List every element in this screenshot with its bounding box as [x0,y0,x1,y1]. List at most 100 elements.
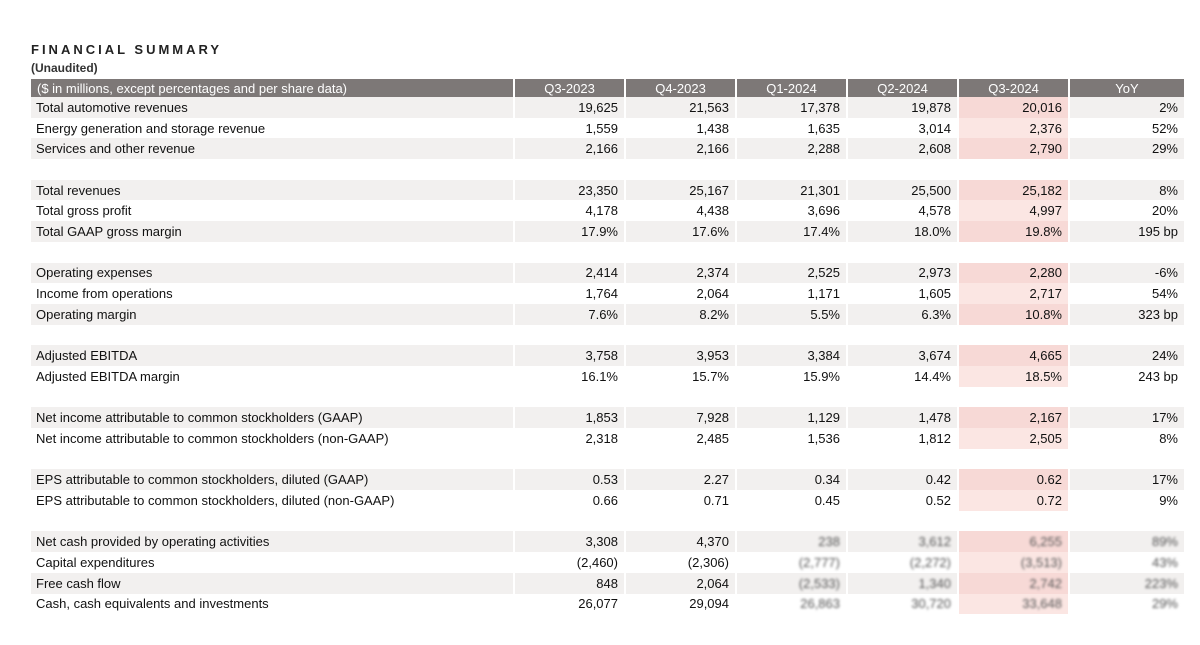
yoy-cell: 54% [1151,286,1178,302]
value-cell: 2,742 [958,572,1070,594]
blurred-value: 1,340 [918,575,951,591]
value-cell: 20,016 [958,97,1070,118]
header-q2-2024: Q2-2024 [847,79,959,97]
value-cell: 10.8% [958,303,1070,325]
spacer-row [31,159,1184,180]
blurred-value: 43% [1151,554,1178,570]
value-cell: 1,478 [847,407,959,428]
blurred-value: 3,612 [918,534,951,550]
value-cell: 4,997 [958,200,1070,222]
value-cell: 2,166 [514,138,626,160]
table-row: Net income attributable to common stockh… [31,407,1184,428]
financial-summary-table: ($ in millions, except percentages and p… [31,79,1184,615]
header-label: ($ in millions, except percentages and p… [31,79,515,97]
table-row: Total GAAP gross margin 17.9% 17.6% 17.4% 18… [31,221,1184,242]
yoy-cell: 8% [1159,430,1178,446]
value-cell: 3,612 [847,531,959,553]
row-label: EPS attributable to common stockholders,… [31,490,515,511]
blurred-value: (3,513) [1020,554,1062,570]
table-header-row: ($ in millions, except percentages and p… [31,79,1184,97]
value-cell: 2,166 [625,138,737,160]
value-cell: 4,370 [625,531,737,553]
value-cell: 1,536 [736,428,848,449]
header-q3-2023: Q3-2023 [514,79,626,97]
yoy-cell: 9% [1159,492,1178,508]
value-cell: 15.9% [736,365,848,387]
value-cell: 2.27 [625,469,737,491]
value-cell: 1,438 [625,117,737,139]
yoy-cell: 8% [1069,179,1184,201]
value-cell: 2,485 [625,428,737,449]
value-cell: 21,563 [625,97,737,118]
value-cell: 0.66 [514,490,626,511]
yoy-cell: 2% [1069,97,1184,118]
table-row: EPS attributable to common stockholders,… [31,490,1184,511]
value-cell: 17.9% [514,221,626,242]
value-cell: (2,777) [736,552,848,573]
value-cell: 0.71 [625,490,737,511]
yoy-cell: 52% [1151,120,1178,136]
value-cell: 2,790 [958,138,1070,160]
header-yoy: YoY [1069,79,1184,97]
value-cell: 7,928 [625,407,737,428]
blurred-value: 223% [1144,575,1178,591]
value-cell: 2,376 [958,117,1070,139]
value-cell: (3,513) [958,552,1070,573]
value-cell: 15.7% [625,365,737,387]
value-cell: 30,720 [847,593,959,615]
value-cell: 8.2% [625,303,737,325]
blurred-value: 2,742 [1029,575,1062,591]
value-cell: 4,578 [847,200,959,222]
value-cell: 0.34 [736,469,848,491]
value-cell: 4,665 [958,345,1070,366]
table-row: Services and other revenue 2,166 2,166 2,28… [31,138,1184,160]
value-cell: 18.5% [958,365,1070,387]
table-row: Operating expenses 2,414 2,374 2,525 2,973 2,… [31,262,1184,284]
row-label: Services and other revenue [31,138,515,160]
yoy-cell: 89% [1069,531,1184,553]
yoy-cell: 29% [1069,138,1184,160]
row-label: Total gross profit [31,200,515,222]
value-cell: 2,525 [736,262,848,284]
table-row: Total gross profit 4,178 4,438 3,696 4,578 4,… [31,200,1184,222]
value-cell: 848 [514,572,626,594]
value-cell: 3,384 [736,345,848,366]
table-row: Total revenues 23,350 25,167 21,301 25,500 25… [31,179,1184,201]
row-label: Net income attributable to common stockh… [31,428,515,449]
value-cell: 26,863 [736,593,848,615]
value-cell: 18.0% [847,221,959,242]
value-cell: 2,280 [958,262,1070,284]
value-cell: 2,167 [958,407,1070,428]
row-label: Total revenues [31,179,515,201]
spacer-row [31,324,1184,346]
value-cell: 33,648 [958,593,1070,615]
table-body: Total automotive revenues 19,625 21,563 17,… [31,97,1184,615]
value-cell: 6,255 [958,531,1070,553]
value-cell: 3,014 [847,117,959,139]
value-cell: 3,758 [514,345,626,366]
value-cell: 16.1% [514,365,626,387]
value-cell: 0.53 [514,469,626,491]
value-cell: 17,378 [736,97,848,118]
row-label: Total GAAP gross margin [31,221,515,242]
yoy-cell: -6% [1069,262,1184,284]
yoy-cell: 243 bp [1138,368,1178,384]
value-cell: 2,608 [847,138,959,160]
value-cell: 2,064 [625,283,737,304]
spacer-row [31,386,1184,408]
yoy-cell: 29% [1069,594,1184,615]
blurred-value: (2,533) [798,575,840,591]
value-cell: 17.4% [736,221,848,242]
value-cell: 0.45 [736,490,848,511]
value-cell: (2,306) [625,552,737,573]
table-row: Adjusted EBITDA margin 16.1% 15.7% 15.9% 14.… [31,365,1184,387]
table-row: Net income attributable to common stockh… [31,428,1184,449]
value-cell: 2,318 [514,428,626,449]
value-cell: (2,272) [847,552,959,573]
value-cell: 0.72 [958,490,1070,511]
value-cell: 19,625 [514,97,626,118]
value-cell: 23,350 [514,179,626,201]
value-cell: 4,438 [625,200,737,222]
value-cell: 19,878 [847,97,959,118]
table-row: Free cash flow 848 2,064 (2,533) 1,340 2,742 2… [31,572,1184,594]
